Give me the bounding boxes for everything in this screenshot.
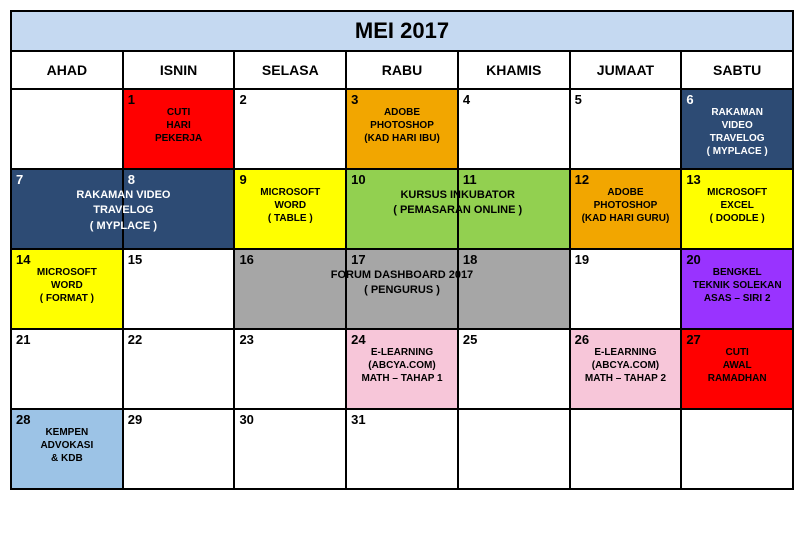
day-cell: 15 [124,250,236,328]
day-cell: 21 [12,330,124,408]
day-number: 11 [463,172,477,187]
weekday-header: SABTU [682,52,792,88]
day-cell: 22 [124,330,236,408]
day-number: 16 [239,252,253,267]
day-number: 18 [463,252,477,267]
day-number: 21 [16,332,30,347]
day-number: 23 [239,332,253,347]
calendar: MEI 2017 AHAD ISNIN SELASA RABU KHAMIS J… [10,10,794,490]
day-cell: 14MICROSOFT WORD ( FORMAT ) [12,250,124,328]
day-number: 4 [463,92,470,107]
day-number: 7 [16,172,23,187]
event-label: E-LEARNING (ABCYA.COM) MATH – TAHAP 1 [347,344,457,387]
day-cell: 13MICROSOFT EXCEL ( DOODLE ) [682,170,792,248]
event-span-label: KURSUS INKUBATOR ( PEMASARAN ONLINE ) [346,188,569,219]
day-number: 25 [463,332,477,347]
week-row: 28KEMPEN ADVOKASI & KDB 29 30 31 [12,408,792,488]
calendar-title: MEI 2017 [12,12,792,52]
day-cell: 29 [124,410,236,488]
event-label: CUTI HARI PEKERJA [124,104,234,147]
event-label: ADOBE PHOTOSHOP (KAD HARI GURU) [571,184,681,227]
event-label: ADOBE PHOTOSHOP (KAD HARI IBU) [347,104,457,147]
weekday-header: KHAMIS [459,52,571,88]
event-label: CUTI AWAL RAMADHAN [682,344,792,387]
weekday-header: AHAD [12,52,124,88]
day-cell: 28KEMPEN ADVOKASI & KDB [12,410,124,488]
day-number: 8 [128,172,135,187]
event-label: MICROSOFT WORD ( FORMAT ) [12,264,122,307]
day-cell: 24E-LEARNING (ABCYA.COM) MATH – TAHAP 1 [347,330,459,408]
weekday-header-row: AHAD ISNIN SELASA RABU KHAMIS JUMAAT SAB… [12,52,792,88]
day-number: 19 [575,252,589,267]
day-cell [682,410,792,488]
day-number: 5 [575,92,582,107]
day-cell: 23 [235,330,347,408]
day-cell: 31 [347,410,459,488]
weekday-header: RABU [347,52,459,88]
event-label: MICROSOFT EXCEL ( DOODLE ) [682,184,792,227]
day-cell [571,410,683,488]
day-cell: 19 [571,250,683,328]
weekday-header: ISNIN [124,52,236,88]
week-row: 21 22 23 24E-LEARNING (ABCYA.COM) MATH – TA… [12,328,792,408]
event-label: KEMPEN ADVOKASI & KDB [12,424,122,467]
week-row: 7RAKAMAN VIDEO TRAVELOG ( MYPLACE )8 9MIC… [12,168,792,248]
week-row: 1CUTI HARI PEKERJA2 3ADOBE PHOTOSHOP (KAD… [12,88,792,168]
day-number: 2 [239,92,246,107]
day-cell [459,410,571,488]
day-cell: 12ADOBE PHOTOSHOP (KAD HARI GURU) [571,170,683,248]
day-cell: 3ADOBE PHOTOSHOP (KAD HARI IBU) [347,90,459,168]
day-cell: 5 [571,90,683,168]
day-cell: 9MICROSOFT WORD ( TABLE ) [235,170,347,248]
weekday-header: SELASA [235,52,347,88]
day-number: 17 [351,252,365,267]
week-row: 14MICROSOFT WORD ( FORMAT ) 15 16FORUM DAS… [12,248,792,328]
day-number: 30 [239,412,253,427]
day-number: 15 [128,252,142,267]
event-label: RAKAMAN VIDEO TRAVELOG ( MYPLACE ) [682,104,792,160]
day-cell: 30 [235,410,347,488]
day-number: 10 [351,172,365,187]
day-cell: 2 [235,90,347,168]
event-label: E-LEARNING (ABCYA.COM) MATH – TAHAP 2 [571,344,681,387]
event-label: BENGKEL TEKNIK SOLEKAN ASAS – SIRI 2 [682,264,792,307]
event-span-label: FORUM DASHBOARD 2017 ( PENGURUS ) [235,268,569,299]
day-number: 22 [128,332,142,347]
day-cell [12,90,124,168]
day-cell: 20BENGKEL TEKNIK SOLEKAN ASAS – SIRI 2 [682,250,792,328]
day-cell: 27CUTI AWAL RAMADHAN [682,330,792,408]
day-cell: 1CUTI HARI PEKERJA [124,90,236,168]
day-cell: 6RAKAMAN VIDEO TRAVELOG ( MYPLACE ) [682,90,792,168]
event-span-label: RAKAMAN VIDEO TRAVELOG ( MYPLACE ) [12,188,235,234]
day-cell: 26E-LEARNING (ABCYA.COM) MATH – TAHAP 2 [571,330,683,408]
day-cell: 4 [459,90,571,168]
day-number: 29 [128,412,142,427]
event-label: MICROSOFT WORD ( TABLE ) [235,184,345,227]
day-number: 31 [351,412,365,427]
day-cell: 25 [459,330,571,408]
calendar-body: 1CUTI HARI PEKERJA23ADOBE PHOTOSHOP (KAD… [12,88,792,488]
weekday-header: JUMAAT [571,52,683,88]
